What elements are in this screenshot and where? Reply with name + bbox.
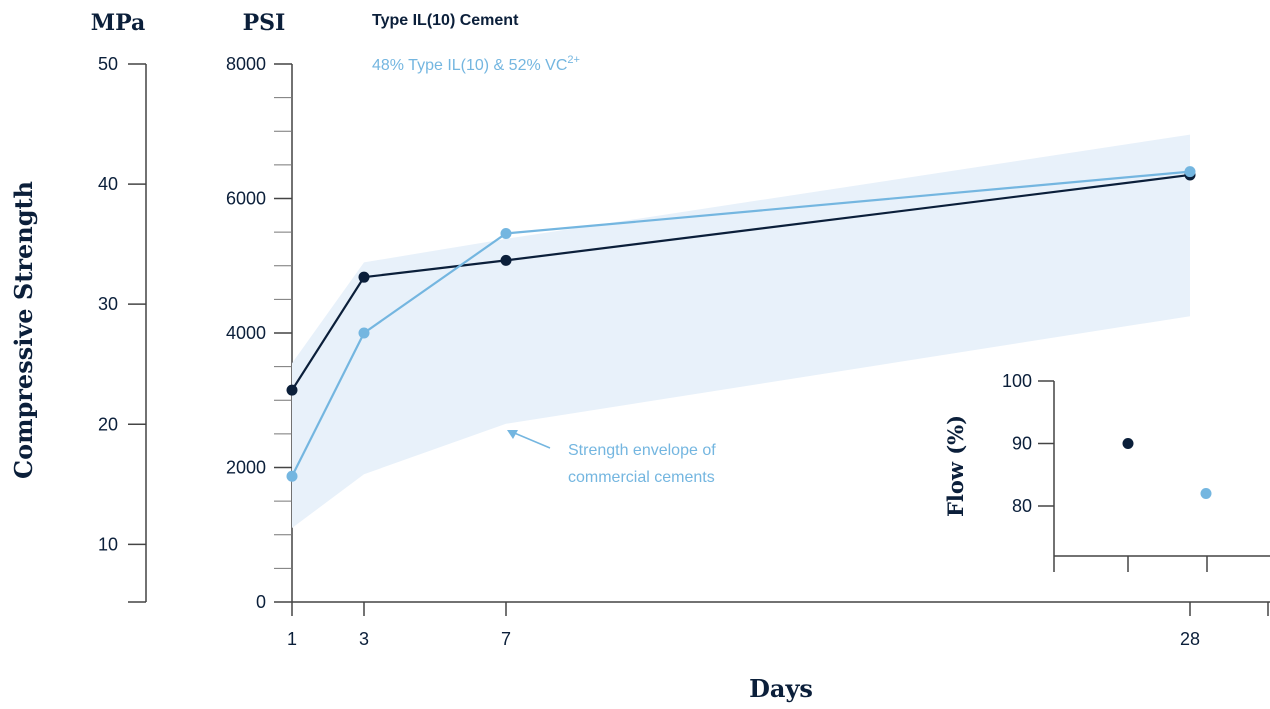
series-0-point <box>286 384 298 396</box>
flow-inset: Flow (%) 80 90 100 <box>943 371 1270 572</box>
x-tick-label: 1 <box>287 629 297 649</box>
psi-unit-label: PSI <box>243 10 286 36</box>
series-line-0 <box>291 173 1191 391</box>
tick-layer: 0 2000 4000 6000 8000 10 20 30 40 50 1 3 7 28 <box>98 54 1269 649</box>
envelope-annotation-arrowhead <box>507 430 518 439</box>
flow-marks: 80 90 100 <box>1002 371 1212 572</box>
mpa-unit-label: MPa <box>91 10 146 36</box>
legend-item-blend: 48% Type IL(10) & 52% VC2+ <box>372 54 580 74</box>
series-layer <box>286 166 1196 482</box>
psi-tick-label: 2000 <box>226 458 266 478</box>
legend-blend-text: 48% Type IL(10) & 52% VC <box>372 57 567 74</box>
flow-tick-label: 100 <box>1002 371 1032 391</box>
series-0-point <box>358 271 370 283</box>
mpa-tick-label: 40 <box>98 174 118 194</box>
mpa-tick-label: 30 <box>98 294 118 314</box>
x-tick-label: 28 <box>1180 629 1200 649</box>
flow-point-0 <box>1122 438 1134 449</box>
x-tick-label: 3 <box>359 629 369 649</box>
mpa-tick-label: 10 <box>98 534 118 554</box>
series-line-1 <box>291 170 1191 477</box>
flow-axis-title: Flow (%) <box>943 415 968 517</box>
series-0-point <box>500 254 512 266</box>
envelope-label-line2: commercial cements <box>568 469 715 486</box>
flow-point-1 <box>1200 488 1212 499</box>
legend-item-type-il10: Type IL(10) Cement <box>372 12 519 29</box>
psi-tick-label: 8000 <box>226 54 266 74</box>
legend-blend-superscript: 2+ <box>567 54 580 66</box>
strength-envelope-area <box>292 134 1190 529</box>
envelope-layer <box>292 134 1190 529</box>
psi-tick-label: 0 <box>256 592 266 612</box>
psi-tick-label: 6000 <box>226 189 266 209</box>
envelope-label-line1: Strength envelope of <box>568 442 716 459</box>
psi-tick-label: 4000 <box>226 323 266 343</box>
mpa-tick-label: 50 <box>98 54 118 74</box>
series-1-point <box>358 327 370 339</box>
series-1-point <box>500 227 512 239</box>
flow-tick-label: 90 <box>1012 434 1032 454</box>
envelope-annotation-arrow <box>511 431 551 449</box>
series-1-point <box>1184 166 1196 178</box>
x-axis-title: Days <box>749 674 813 703</box>
series-1-point <box>286 470 298 482</box>
x-tick-label: 7 <box>501 629 511 649</box>
y-axis-title: Compressive Strength <box>9 181 38 479</box>
mpa-tick-label: 20 <box>98 414 118 434</box>
flow-tick-label: 80 <box>1012 496 1032 516</box>
